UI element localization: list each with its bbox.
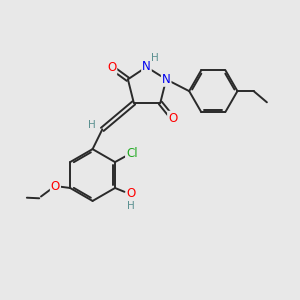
Text: H: H	[151, 53, 159, 63]
Text: Cl: Cl	[126, 147, 138, 160]
Text: H: H	[127, 201, 135, 211]
Text: N: N	[162, 73, 171, 86]
Text: O: O	[127, 187, 136, 200]
Text: H: H	[88, 120, 96, 130]
Text: O: O	[107, 61, 116, 74]
Text: O: O	[51, 180, 60, 193]
Text: N: N	[142, 61, 151, 74]
Text: O: O	[168, 112, 177, 125]
